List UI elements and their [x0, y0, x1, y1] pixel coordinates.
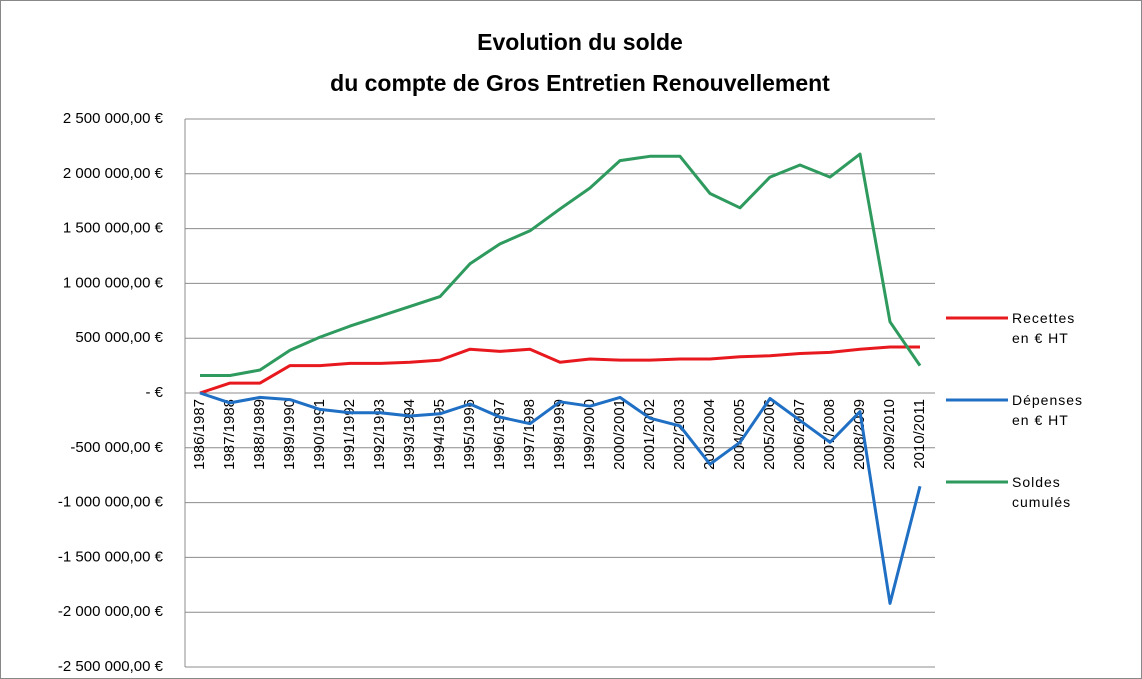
y-tick-label: -1 000 000,00 € [58, 494, 164, 511]
x-tick-label: 2008/2009 [851, 399, 868, 470]
x-tick-label: 2003/2004 [701, 399, 718, 470]
x-tick-label: 1996/1997 [491, 399, 508, 470]
x-tick-label: 1990/1991 [311, 399, 328, 470]
x-tick-label: 2007/2008 [821, 399, 838, 470]
y-tick-label: - € [145, 384, 163, 401]
x-tick-label: 2001/2002 [641, 399, 658, 470]
legend-label: Soldes cumulés [1012, 474, 1072, 510]
y-tick-label: -1 500 000,00 € [58, 548, 164, 565]
x-tick-label: 1987/1988 [221, 399, 238, 470]
series-line [199, 345, 920, 395]
y-tick-label: -500 000,00 € [70, 439, 163, 456]
series-line [200, 152, 922, 377]
legend-label: Recettes en € HT [1012, 310, 1076, 346]
x-tick-label: 1999/2000 [581, 399, 598, 470]
series-line [199, 391, 922, 605]
chart-title: Evolution du solde [477, 29, 683, 55]
x-tick-label: 2009/2010 [881, 399, 898, 470]
x-tick-label: 2005/2006 [761, 399, 778, 470]
y-tick-label: 2 000 000,00 € [63, 165, 164, 182]
x-tick-label: 2004/2005 [731, 399, 748, 470]
y-tick-label: -2 000 000,00 € [58, 603, 164, 620]
x-tick-label: 1989/1990 [281, 399, 298, 470]
y-tick-label: -2 500 000,00 € [58, 658, 164, 675]
y-tick-label: 1 500 000,00 € [63, 220, 164, 237]
x-tick-label: 1997/1998 [521, 399, 538, 470]
x-tick-label: 1993/1994 [401, 399, 418, 470]
x-tick-label: 2000/2001 [611, 399, 628, 470]
x-tick-label: 1995/1996 [461, 399, 478, 470]
x-tick-label: 1991/1992 [341, 399, 358, 470]
x-tick-label: 2006/2007 [791, 399, 808, 470]
x-tick-label: 2002/2003 [671, 399, 688, 470]
y-tick-label: 1 000 000,00 € [63, 274, 164, 291]
y-tick-label: 2 500 000,00 € [63, 110, 164, 127]
x-tick-label: 1992/1993 [371, 399, 388, 470]
x-tick-label: 1988/1989 [251, 399, 268, 470]
x-tick-label: 1986/1987 [191, 399, 208, 470]
y-tick-label: 500 000,00 € [75, 329, 163, 346]
x-tick-label: 1998/1999 [551, 399, 568, 470]
legend-label: Dépenses en € HT [1012, 392, 1084, 428]
x-tick-label: 2010/2011 [911, 399, 928, 469]
x-tick-label: 1994/1995 [431, 399, 448, 470]
chart-title: du compte de Gros Entretien Renouvelleme… [330, 70, 830, 96]
